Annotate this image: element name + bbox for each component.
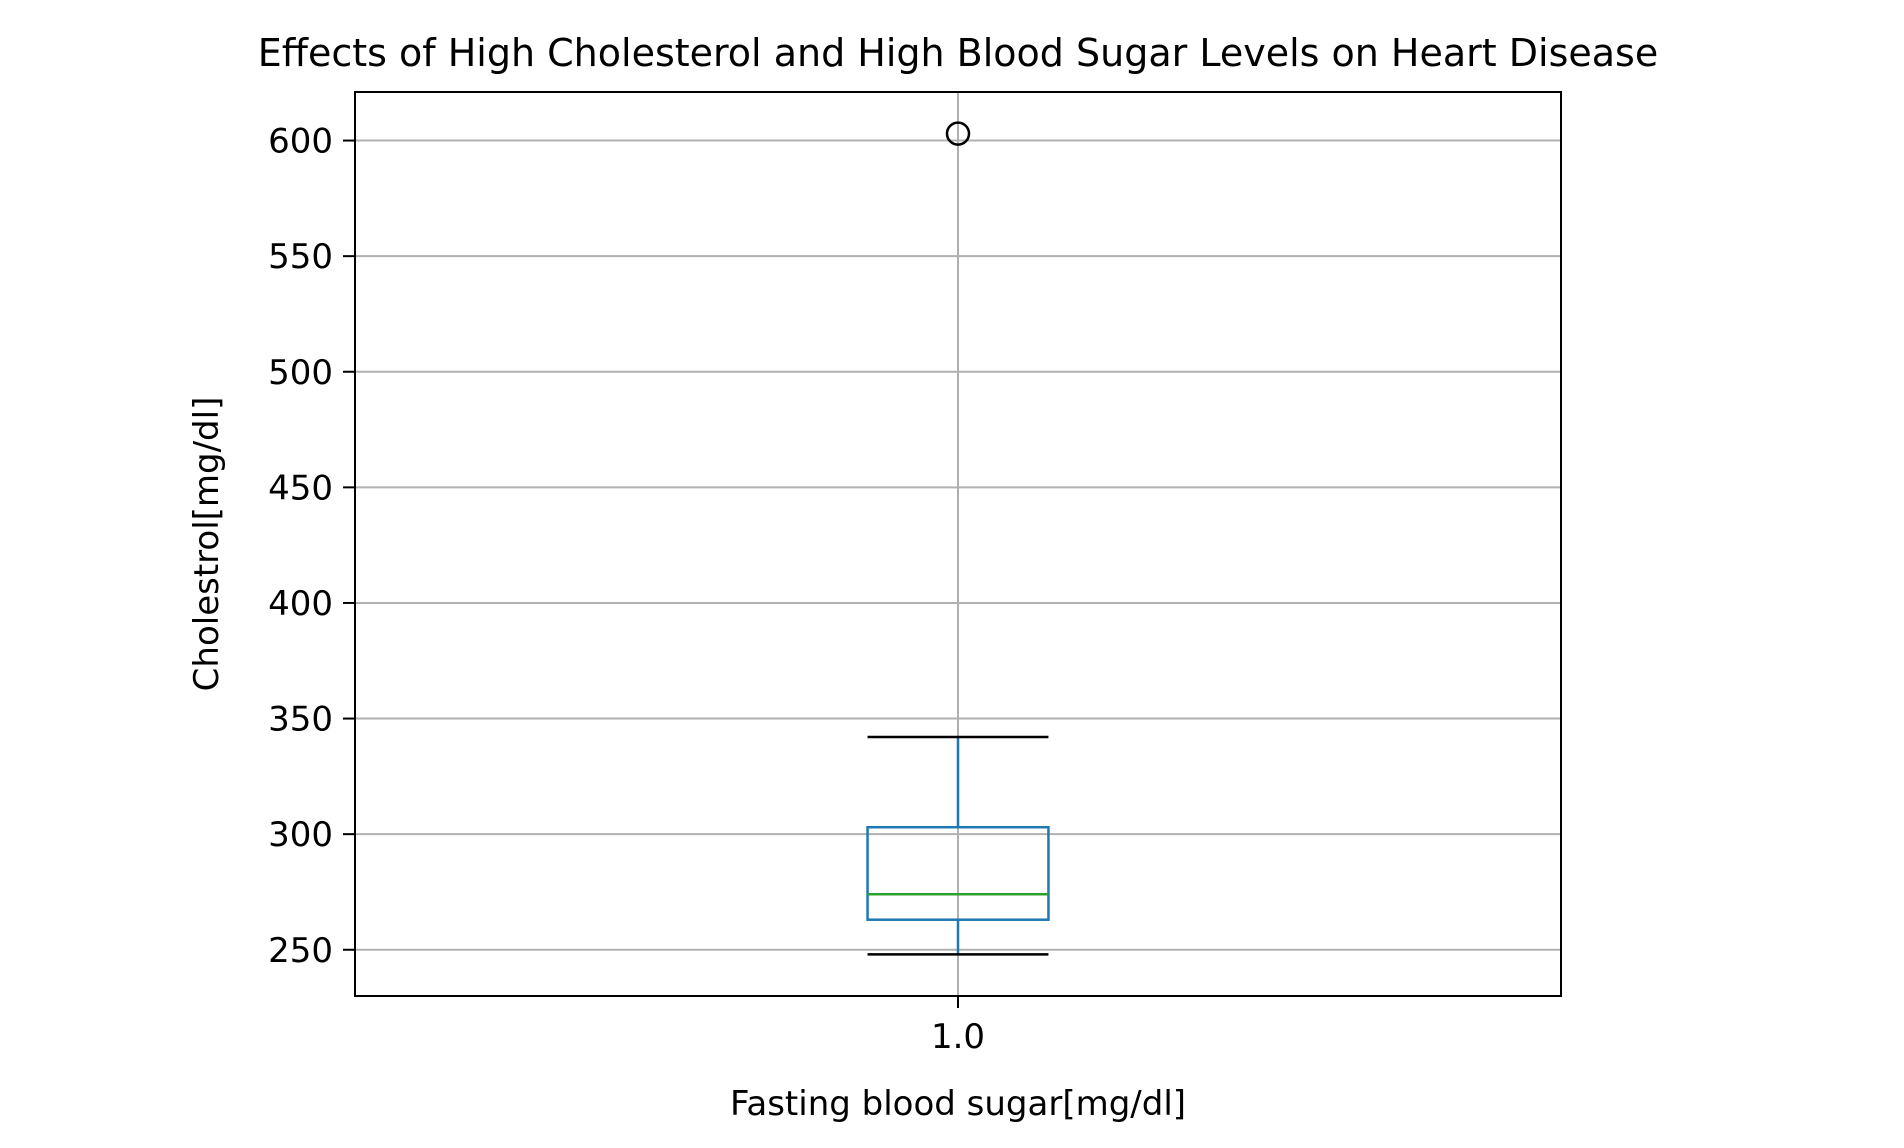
plot-area-frame <box>354 91 1562 997</box>
chart-title: Effects of High Cholesterol and High Blo… <box>258 31 1658 75</box>
y-axis-ticks: 250 300 350 400 450 500 550 600 <box>268 122 355 971</box>
boxes <box>866 121 1050 956</box>
outlier-point <box>945 121 971 146</box>
y-tick-label: 500 <box>268 353 333 393</box>
x-tick-label: 1.0 <box>931 1017 985 1057</box>
x-axis-label: Fasting blood sugar[mg/dl] <box>730 1084 1186 1124</box>
grid-lines <box>355 92 1561 996</box>
y-tick-label: 600 <box>268 122 333 162</box>
y-tick-label: 250 <box>268 931 333 971</box>
y-tick-label: 350 <box>268 700 333 740</box>
y-tick-label: 300 <box>268 815 333 855</box>
x-axis-ticks: 1.0 <box>931 996 985 1057</box>
y-tick-label: 450 <box>268 468 333 508</box>
box-1.0 <box>866 121 1050 956</box>
y-tick-label: 400 <box>268 584 333 624</box>
iqr-box <box>866 825 1050 921</box>
y-tick-label: 550 <box>268 237 333 277</box>
y-axis-label: Cholestrol[mg/dl] <box>187 397 227 692</box>
